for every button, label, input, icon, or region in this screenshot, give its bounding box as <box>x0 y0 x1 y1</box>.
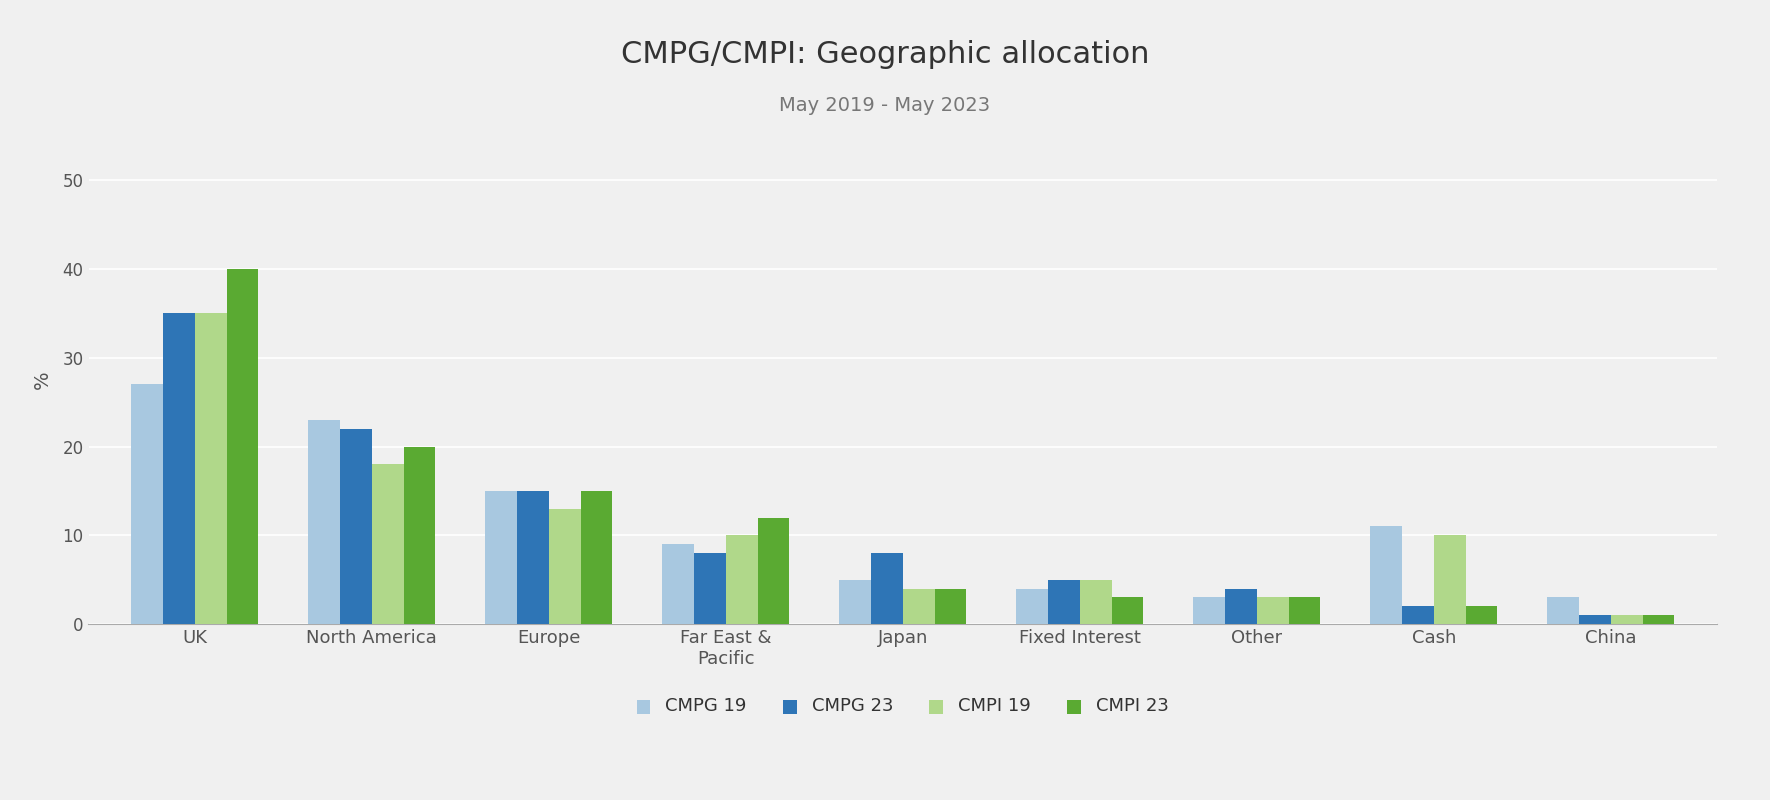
Bar <box>1643 615 1674 624</box>
Bar <box>485 491 517 624</box>
Bar <box>903 589 935 624</box>
Bar <box>1048 580 1080 624</box>
Bar <box>308 420 340 624</box>
Bar <box>163 314 195 624</box>
Y-axis label: %: % <box>32 370 51 390</box>
Bar <box>694 553 726 624</box>
Bar <box>227 269 258 624</box>
Bar <box>662 544 694 624</box>
Bar <box>404 446 435 624</box>
Bar <box>517 491 549 624</box>
Bar <box>1402 606 1434 624</box>
Bar <box>758 518 789 624</box>
Bar <box>131 385 163 624</box>
Bar <box>1193 598 1225 624</box>
Bar <box>1257 598 1289 624</box>
Bar <box>1611 615 1643 624</box>
Bar <box>1112 598 1143 624</box>
Bar <box>195 314 227 624</box>
Bar <box>372 464 404 624</box>
Bar <box>581 491 612 624</box>
Bar <box>1434 535 1466 624</box>
Bar <box>1225 589 1257 624</box>
Bar <box>1016 589 1048 624</box>
Bar <box>839 580 871 624</box>
Bar <box>935 589 966 624</box>
Text: May 2019 - May 2023: May 2019 - May 2023 <box>779 96 991 115</box>
Bar <box>1080 580 1112 624</box>
Bar <box>340 429 372 624</box>
Bar <box>549 509 581 624</box>
Bar <box>1466 606 1497 624</box>
Bar <box>1289 598 1320 624</box>
Bar <box>1579 615 1611 624</box>
Bar <box>1547 598 1579 624</box>
Text: CMPG/CMPI: Geographic allocation: CMPG/CMPI: Geographic allocation <box>621 40 1149 69</box>
Bar <box>726 535 758 624</box>
Bar <box>1370 526 1402 624</box>
Bar <box>871 553 903 624</box>
Legend: CMPG 19, CMPG 23, CMPI 19, CMPI 23: CMPG 19, CMPG 23, CMPI 19, CMPI 23 <box>630 689 1175 722</box>
